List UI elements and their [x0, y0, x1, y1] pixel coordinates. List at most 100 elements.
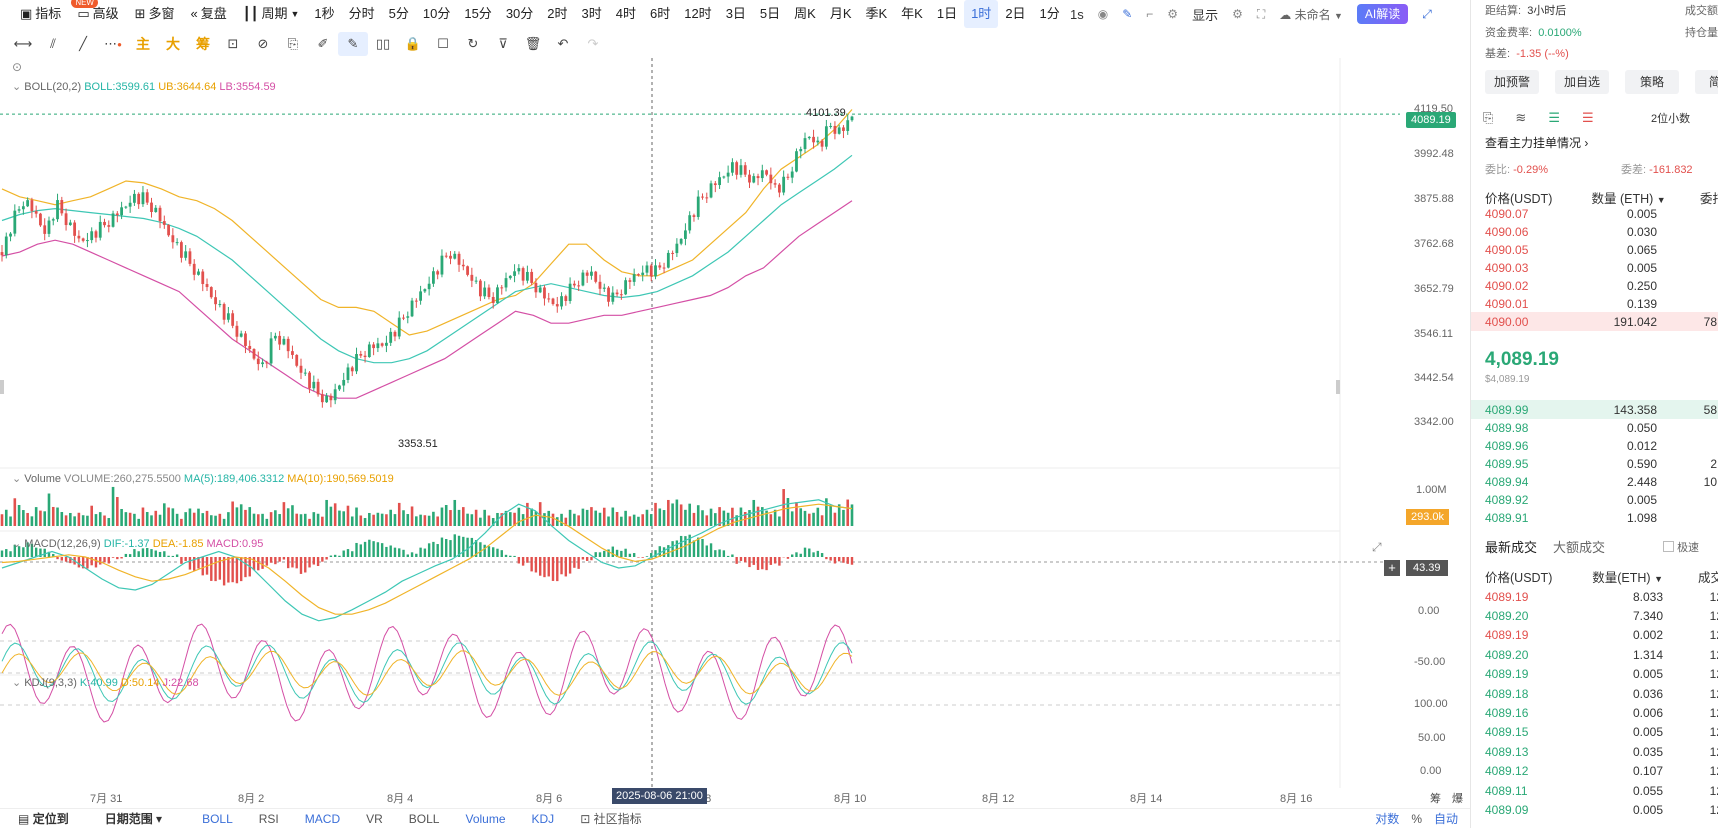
bid-row[interactable]: 4089.99 143.358 58 [1471, 400, 1718, 419]
period-13[interactable]: 周K [794, 6, 816, 21]
edit-icon[interactable]: ☐ [437, 36, 449, 51]
interval-toggle[interactable]: 1s [1070, 6, 1084, 22]
decimal-select[interactable]: 2位小数 [1651, 113, 1691, 125]
period-10[interactable]: 12时 [684, 6, 712, 21]
period-11[interactable]: 3日 [725, 6, 746, 21]
fullscreen-icon[interactable]: ⛶ [1256, 6, 1266, 21]
period-6[interactable]: 2时 [547, 6, 568, 21]
toolbar-advanced[interactable]: ▭ 高级 NEW [69, 0, 126, 28]
add-watchlist-button[interactable]: 加自选 [1555, 70, 1609, 94]
parallel-line-icon[interactable]: ⫽ [50, 36, 56, 51]
main-force-tool[interactable]: 主 [136, 36, 150, 52]
undo-icon[interactable]: ↶ [557, 36, 569, 51]
period-0[interactable]: 1秒 [314, 6, 335, 21]
date-range-select[interactable]: 日期范围 ▾ [104, 812, 163, 826]
candle-icon[interactable]: ▯▯ [375, 36, 391, 51]
toolbar-candle-type[interactable]: ┃┃ 周期 ▼ [235, 0, 308, 28]
period-16[interactable]: 年K [901, 6, 923, 21]
fast-toggle[interactable]: 极速 [1663, 539, 1699, 555]
chips-tool[interactable]: 筹 [196, 36, 210, 52]
ask-row[interactable]: 4090.01 0.139 [1485, 294, 1718, 313]
period-20[interactable]: 1分 [1039, 6, 1060, 21]
community-indicators[interactable]: ⊡ 社区指标 [580, 812, 642, 826]
auto-scale-toggle[interactable]: 自动 [1433, 812, 1458, 826]
camera-icon[interactable]: ◉ [1097, 7, 1109, 21]
period-18[interactable]: 1时 [964, 0, 999, 28]
period-8[interactable]: 4时 [615, 6, 636, 21]
brush-icon[interactable]: ✐ [317, 36, 329, 51]
percent-scale-toggle[interactable]: % [1411, 811, 1422, 826]
book-depth-icon[interactable]: ≋ [1515, 110, 1527, 125]
lock-icon[interactable]: 🔒 [404, 36, 422, 51]
collapse-icon[interactable]: ⌄ [12, 81, 22, 93]
magnet-icon[interactable]: ⊡ [227, 36, 239, 51]
ai-interpret-button[interactable]: AI解读 [1356, 4, 1409, 24]
period-4[interactable]: 15分 [464, 6, 492, 21]
bottom-indicator-4[interactable]: BOLL [408, 811, 440, 826]
period-2[interactable]: 5分 [388, 6, 409, 21]
book-both-icon[interactable]: ⎘ [1483, 110, 1494, 125]
add-crosshair-icon[interactable]: + [1384, 560, 1400, 576]
ask-row[interactable]: 4090.07 0.005 [1485, 204, 1718, 223]
screenshot-icon[interactable]: ⌐ [1146, 7, 1154, 21]
bid-row[interactable]: 4089.98 0.050 [1485, 418, 1718, 437]
ask-row[interactable]: 4090.05 0.065 [1485, 240, 1718, 259]
trend-line-icon[interactable]: ╱ [79, 36, 87, 51]
toolbar-multiwindow[interactable]: ⊞ 多窗 [127, 0, 183, 28]
gear-icon[interactable]: ⚙ [1232, 7, 1243, 21]
bid-row[interactable]: 4089.96 0.012 [1485, 436, 1718, 455]
settings-icon[interactable]: ⚙ [1167, 7, 1179, 21]
share-icon[interactable]: ⤢ [1422, 6, 1432, 21]
expand-icon[interactable]: ⊙ [12, 60, 23, 74]
strategy-button[interactable]: 策略 [1625, 70, 1679, 94]
book-asks-icon[interactable]: ☰ [1581, 110, 1594, 125]
bottom-indicator-2[interactable]: MACD [304, 811, 341, 826]
horizontal-line-icon[interactable]: ⟷ [13, 36, 33, 51]
bottom-indicator-6[interactable]: KDJ [531, 811, 555, 826]
period-14[interactable]: 月K [829, 6, 852, 21]
filter-icon[interactable]: ⊽ [498, 36, 508, 51]
chips-axis-label[interactable]: 筹 [1430, 793, 1441, 805]
period-19[interactable]: 2日 [1005, 6, 1026, 21]
ask-row[interactable]: 4090.02 0.250 [1485, 276, 1718, 295]
bid-row[interactable]: 4089.95 0.590 2 [1485, 454, 1718, 473]
layout-name[interactable]: ☁ 未命名 ▼ [1279, 7, 1343, 22]
bid-row[interactable]: 4089.91 1.098 [1485, 508, 1718, 527]
view-main-orders-link[interactable]: 查看主力挂单情况 › [1485, 136, 1589, 150]
log-scale-toggle[interactable]: 对数 [1375, 812, 1400, 826]
collapse-icon[interactable]: ⌄ [12, 538, 22, 550]
rotate-icon[interactable]: ↻ [467, 36, 479, 51]
add-alert-button[interactable]: 加预警 [1485, 70, 1539, 94]
display-button[interactable]: 显示 [1192, 7, 1219, 23]
collapse-icon[interactable]: ⌄ [12, 677, 22, 689]
book-bids-icon[interactable]: ☰ [1548, 110, 1560, 125]
bottom-indicator-5[interactable]: Volume [465, 811, 506, 826]
period-17[interactable]: 1日 [936, 6, 958, 21]
ask-row[interactable]: 4090.03 0.005 [1485, 258, 1718, 277]
tab-large-trades[interactable]: 大额成交 [1553, 540, 1606, 555]
trash-icon[interactable]: 🗑 [524, 36, 542, 51]
period-1[interactable]: 分时 [348, 6, 375, 21]
more-button[interactable]: 简 [1695, 70, 1718, 94]
redo-icon[interactable]: ↷ [587, 36, 599, 51]
period-12[interactable]: 5日 [759, 6, 781, 21]
bid-row[interactable]: 4089.92 0.005 [1485, 490, 1718, 509]
draw-pen-icon[interactable]: ✎ [338, 32, 368, 56]
chart-canvas[interactable] [0, 58, 1470, 808]
bid-row[interactable]: 4089.94 2.448 10 [1485, 472, 1718, 491]
toolbar-indicator[interactable]: ▣ 指标 [12, 0, 69, 28]
pen-icon[interactable]: ✎ [1122, 7, 1133, 21]
measure-icon[interactable]: ⊘ [257, 36, 269, 51]
tab-latest-trades[interactable]: 最新成交 [1485, 540, 1538, 555]
period-9[interactable]: 6时 [649, 6, 671, 21]
maximize-icon[interactable]: ⤢ [1372, 540, 1382, 554]
toolbar-replay[interactable]: «复盘 [183, 0, 235, 28]
bottom-indicator-0[interactable]: BOLL [202, 811, 233, 826]
big-order-tool[interactable]: 大 [166, 36, 180, 52]
copy-icon[interactable]: ⎘ [287, 36, 299, 51]
explode-axis-label[interactable]: 爆 [1452, 793, 1463, 805]
period-3[interactable]: 10分 [422, 6, 451, 21]
collapse-icon[interactable]: ⌄ [12, 473, 22, 485]
locate-button[interactable]: ▤ 定位到 [18, 812, 69, 826]
period-7[interactable]: 3时 [581, 6, 602, 21]
